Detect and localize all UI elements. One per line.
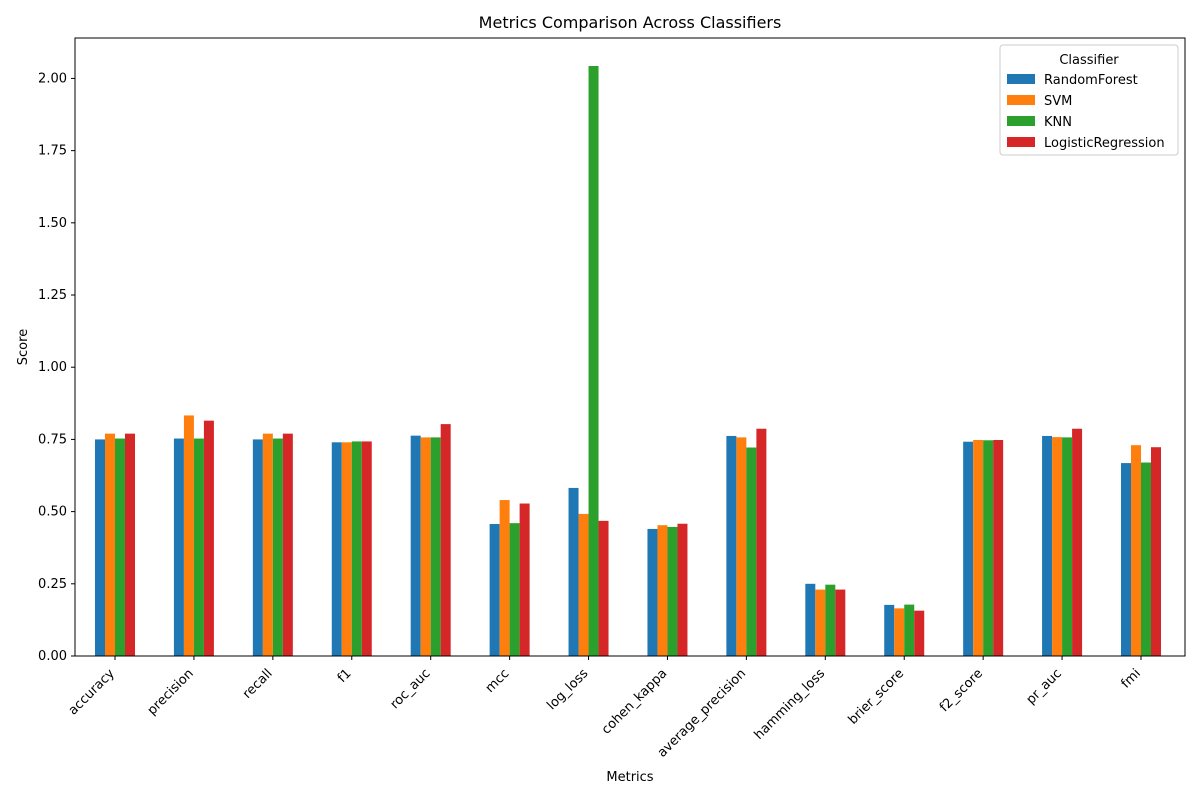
bar bbox=[993, 439, 1004, 656]
x-tick-label: f2_score bbox=[937, 666, 986, 715]
bar bbox=[805, 583, 816, 656]
bar bbox=[95, 439, 105, 656]
bar bbox=[331, 442, 342, 656]
bar bbox=[1121, 463, 1131, 656]
x-tick-label: cohen_kappa bbox=[599, 666, 670, 737]
x-tick-label: log_loss bbox=[544, 666, 591, 713]
x-tick-label: brier_score bbox=[846, 666, 908, 728]
plot-frame bbox=[74, 37, 1186, 657]
y-tick-label: 1.50 bbox=[38, 216, 67, 231]
bar bbox=[815, 589, 826, 656]
legend-label: SVM bbox=[1044, 94, 1072, 109]
bar bbox=[1052, 437, 1063, 656]
bar bbox=[578, 513, 589, 656]
legend-swatch bbox=[1007, 74, 1035, 84]
bar bbox=[173, 438, 184, 656]
bar bbox=[914, 610, 925, 656]
bar bbox=[736, 437, 747, 656]
bar bbox=[1151, 447, 1161, 656]
bar bbox=[499, 500, 510, 656]
x-tick-label: roc_auc bbox=[388, 666, 434, 712]
y-tick-label: 1.25 bbox=[38, 288, 67, 303]
bar bbox=[115, 438, 125, 656]
bar bbox=[894, 608, 905, 656]
y-tick-label: 1.00 bbox=[38, 360, 67, 375]
x-tick-label: accuracy bbox=[66, 666, 118, 718]
bar bbox=[1042, 435, 1053, 656]
bar bbox=[1062, 437, 1073, 656]
legend-label: KNN bbox=[1044, 115, 1072, 130]
x-tick-label: mcc bbox=[483, 666, 513, 696]
bar bbox=[598, 520, 609, 656]
y-tick-label: 0.50 bbox=[38, 505, 67, 520]
x-tick-label: recall bbox=[240, 666, 276, 702]
bar bbox=[825, 584, 836, 656]
bar bbox=[568, 487, 579, 656]
y-tick-label: 0.25 bbox=[38, 577, 67, 592]
legend-swatch bbox=[1007, 95, 1035, 105]
bars-group bbox=[95, 66, 1161, 656]
bar bbox=[1072, 428, 1083, 656]
x-tick-label: fmi bbox=[1118, 666, 1143, 691]
y-tick-label: 0.75 bbox=[38, 432, 67, 447]
bar bbox=[410, 435, 421, 656]
bar bbox=[726, 435, 737, 656]
legend: Classifier RandomForest SVM KNN LogisticRegr… bbox=[999, 44, 1179, 156]
y-axis: 0.00 0.25 0.50 0.75 1.00 1.25 1.50 1.75 2.00 bbox=[38, 71, 75, 664]
legend-swatch bbox=[1007, 116, 1035, 126]
bar bbox=[489, 524, 500, 656]
bar bbox=[973, 439, 984, 656]
bar bbox=[420, 437, 431, 656]
bar bbox=[519, 503, 530, 656]
bar bbox=[1131, 445, 1141, 656]
bar bbox=[262, 433, 273, 656]
bar bbox=[647, 528, 658, 656]
bar bbox=[430, 437, 441, 656]
bar bbox=[282, 433, 293, 656]
bar bbox=[884, 604, 895, 656]
chart-title: Metrics Comparison Across Classifiers bbox=[479, 13, 782, 32]
bar bbox=[125, 433, 135, 656]
bar bbox=[509, 523, 520, 656]
y-axis-label: Score bbox=[16, 329, 31, 365]
bar bbox=[351, 441, 362, 656]
bar bbox=[667, 526, 678, 656]
bar bbox=[193, 438, 204, 656]
bar bbox=[963, 441, 974, 656]
bar bbox=[440, 424, 451, 656]
bar bbox=[588, 66, 599, 656]
bar bbox=[835, 589, 846, 656]
bar bbox=[657, 525, 668, 656]
bar bbox=[252, 439, 263, 656]
bar bbox=[341, 442, 352, 656]
bar bbox=[756, 428, 767, 656]
y-tick-label: 0.00 bbox=[38, 649, 67, 664]
x-tick-label: precision bbox=[145, 666, 197, 718]
x-tick-label: hamming_loss bbox=[752, 666, 829, 743]
bar bbox=[1141, 462, 1151, 656]
bar bbox=[983, 440, 994, 656]
legend-swatch bbox=[1007, 137, 1035, 147]
bar bbox=[183, 415, 194, 656]
bar bbox=[203, 420, 214, 656]
legend-title: Classifier bbox=[1059, 53, 1119, 68]
bar bbox=[105, 433, 115, 656]
bar bbox=[904, 604, 915, 656]
bar bbox=[677, 523, 688, 656]
x-tick-label: average_precision bbox=[655, 666, 749, 760]
legend-frame bbox=[999, 44, 1179, 156]
bar bbox=[361, 441, 372, 656]
x-axis-label: Metrics bbox=[606, 770, 653, 785]
x-tick-label: f1 bbox=[335, 666, 355, 686]
x-axis: accuracy precision recall f1 roc_auc mcc log_l… bbox=[66, 656, 1144, 761]
y-tick-label: 1.75 bbox=[38, 144, 67, 159]
bar bbox=[746, 447, 757, 656]
y-tick-label: 2.00 bbox=[38, 71, 67, 86]
legend-label: LogisticRegression bbox=[1044, 136, 1165, 151]
x-tick-label: pr_auc bbox=[1024, 666, 1065, 707]
legend-label: RandomForest bbox=[1044, 73, 1138, 88]
bar bbox=[272, 438, 283, 656]
